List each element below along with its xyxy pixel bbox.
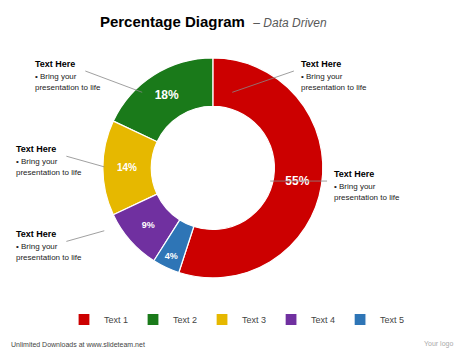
svg-text:Text 5: Text 5	[380, 315, 404, 325]
svg-text:Your logo: Your logo	[424, 340, 453, 348]
svg-text:Unlimited Downloads at www.sli: Unlimited Downloads at www.slideteam.net	[11, 341, 145, 348]
svg-text:Percentage Diagram – Data Dri: Percentage Diagram – Data Driven	[100, 13, 327, 30]
svg-text:55%: 55%	[285, 174, 309, 188]
svg-text:18%: 18%	[155, 88, 179, 102]
svg-text:4%: 4%	[165, 251, 178, 261]
svg-text:Text 2: Text 2	[173, 315, 197, 325]
svg-text:Text 1: Text 1	[104, 315, 128, 325]
svg-text:9%: 9%	[142, 220, 155, 230]
svg-text:Text Here• Bring yourpresentat: Text Here• Bring yourpresentation to lif…	[35, 59, 101, 92]
svg-text:Text Here• Bring yourpresentat: Text Here• Bring yourpresentation to lif…	[16, 229, 82, 262]
svg-text:Text Here• Bring yourpresentat: Text Here• Bring yourpresentation to lif…	[16, 144, 82, 177]
svg-text:Text Here• Bring yourpresentat: Text Here• Bring yourpresentation to lif…	[301, 59, 367, 92]
svg-text:Text Here• Bring yourpresentat: Text Here• Bring yourpresentation to lif…	[334, 169, 400, 202]
svg-text:Text 3: Text 3	[242, 315, 266, 325]
svg-text:Text 4: Text 4	[311, 315, 335, 325]
svg-text:14%: 14%	[117, 162, 137, 173]
